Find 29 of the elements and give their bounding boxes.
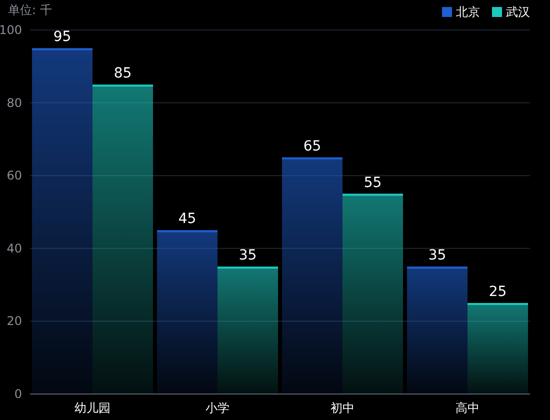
data-label: 65: [303, 138, 322, 154]
bar: [157, 230, 218, 394]
bar: [92, 84, 153, 394]
data-label: 35: [238, 248, 257, 264]
data-label: 95: [53, 29, 72, 46]
bar: [32, 48, 92, 394]
bar: [407, 266, 468, 394]
legend-label: 北京: [456, 5, 480, 19]
bar: [468, 303, 528, 394]
legend-label: 武汉: [506, 5, 530, 19]
data-label: 55: [364, 174, 382, 191]
bar: [342, 194, 403, 394]
data-label: 25: [488, 284, 507, 300]
bar: [218, 266, 278, 394]
y-tick-label: 20: [6, 314, 22, 328]
y-tick-label: 80: [6, 96, 22, 110]
data-label: 85: [114, 66, 132, 82]
data-label: 45: [178, 211, 196, 228]
y-tick-label: 0: [14, 387, 22, 401]
x-tick-label: 小学: [206, 401, 230, 415]
y-axis-title: 单位: 千: [8, 3, 52, 17]
y-tick-label: 40: [6, 241, 22, 256]
x-tick-label: 高中: [456, 401, 480, 415]
y-tick-label: 100: [0, 23, 22, 37]
data-label: 35: [428, 248, 446, 264]
y-tick-label: 60: [6, 168, 22, 183]
x-tick-label: 初中: [330, 401, 354, 415]
bar: [282, 157, 342, 394]
x-tick-label: 幼儿园: [74, 401, 110, 415]
